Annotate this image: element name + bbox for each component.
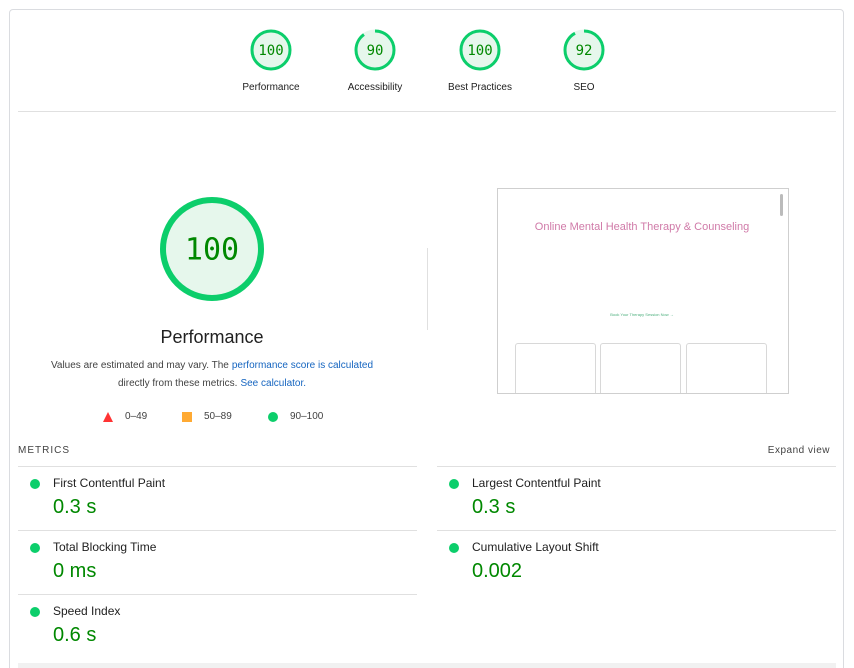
metric-dot [449, 479, 459, 489]
metric-dot [30, 479, 40, 489]
gauge-arc [250, 29, 292, 71]
metric-value: 0.6 s [53, 624, 97, 646]
legend-label: 0–49 [125, 411, 148, 422]
legend-icon [182, 412, 192, 422]
description-line: directly from these metrics. See calculat… [118, 378, 306, 389]
metric-value: 0.3 s [472, 496, 516, 518]
metric-divider [18, 594, 417, 595]
metric-dot [449, 543, 459, 553]
gauge-arc [563, 29, 605, 71]
legend-label: 50–89 [204, 411, 232, 422]
category-label: Performance [242, 82, 300, 93]
category-gauge: 92 [563, 29, 605, 71]
metric-divider [437, 530, 836, 531]
metric-name: Total Blocking Time [53, 540, 157, 554]
gauge-score: 92 [576, 43, 593, 59]
legend-label: 90–100 [290, 411, 324, 422]
gauge-arc [354, 29, 396, 71]
metric-value: 0.002 [472, 560, 523, 582]
vertical-divider [427, 248, 428, 330]
gauge-score: 100 [185, 233, 239, 268]
page-screenshot: Online Mental Health Therapy & Counselin… [497, 188, 789, 394]
separator [18, 111, 836, 112]
legend-icon [268, 412, 278, 422]
description-text: Values are estimated and may vary. The [50, 360, 229, 371]
metrics-header: METRICS [18, 445, 70, 456]
report-card [9, 9, 844, 668]
description-link[interactable]: performance score is calculated [231, 360, 374, 371]
description-text: directly from these metrics. [117, 378, 238, 389]
legend-square [182, 412, 192, 422]
screenshot-title: Online Mental Health Therapy & Counselin… [534, 221, 750, 233]
metric-divider [18, 530, 417, 531]
metric-name: Cumulative Layout Shift [472, 540, 599, 554]
metric-divider [437, 466, 836, 467]
category-label: Best Practices [448, 82, 512, 93]
metric-dot [30, 607, 40, 617]
legend-icon [103, 412, 113, 422]
metric-name: Largest Contentful Paint [472, 476, 601, 490]
screenshot-cta: Book Your Therapy Session Now → [610, 312, 674, 317]
performance-gauge: 100 [160, 197, 264, 301]
expand-view[interactable]: Expand view [767, 445, 830, 456]
legend-circle [268, 412, 278, 422]
gauge-score: 100 [258, 43, 283, 59]
gauge-arc [459, 29, 501, 71]
screenshot-box [600, 343, 681, 393]
gauge-score: 90 [367, 43, 384, 59]
gauge-score: 100 [467, 43, 492, 59]
metric-dot [30, 543, 40, 553]
legend-triangle [103, 412, 113, 422]
metric-name: Speed Index [53, 604, 121, 618]
category-label: SEO [573, 82, 595, 93]
bottom-bar [18, 663, 836, 668]
description-line: Values are estimated and may vary. The pe… [51, 360, 373, 371]
category-gauge: 90 [354, 29, 396, 71]
category-gauge: 100 [250, 29, 292, 71]
screenshot-scrollbar [780, 194, 783, 216]
metric-value: 0 ms [53, 560, 97, 582]
summary-title: Performance [160, 327, 264, 347]
category-label: Accessibility [347, 82, 403, 93]
metric-name: First Contentful Paint [53, 476, 166, 490]
metric-divider [18, 466, 417, 467]
screenshot-box [686, 343, 767, 393]
description-link[interactable]: See calculator. [240, 378, 307, 389]
screenshot-box [515, 343, 596, 393]
metric-value: 0.3 s [53, 496, 97, 518]
gauge-arc [160, 197, 264, 301]
category-gauge: 100 [459, 29, 501, 71]
